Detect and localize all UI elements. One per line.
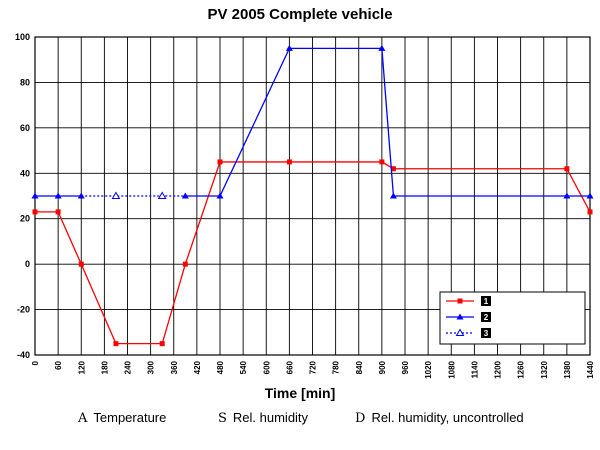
data-point [389, 192, 397, 199]
x-tick-label: 300 [147, 360, 156, 374]
data-point [54, 192, 62, 199]
data-point [111, 191, 121, 199]
x-tick-label: 60 [54, 360, 63, 369]
x-tick-label: 840 [355, 360, 364, 374]
footer-legend-text: Rel. humidity [232, 410, 309, 425]
legend-label: 3 [484, 329, 489, 338]
data-point [78, 261, 84, 267]
series-3 [181, 44, 594, 199]
x-tick-label: 240 [124, 360, 133, 374]
y-tick-label: 40 [20, 168, 30, 178]
x-tick-label: 120 [77, 360, 86, 374]
legend-key-box [481, 312, 491, 322]
data-point [32, 209, 38, 215]
footer-legend-item-temperature: A Temperature [78, 410, 166, 426]
series-2 [31, 192, 85, 199]
y-tick-label: -20 [17, 305, 30, 315]
footer-legend-item-rel-humidity: S Rel. humidity [218, 410, 308, 426]
legend-label: 2 [484, 313, 489, 322]
x-tick-labels: 0 60 120 180 240 300 360 420 480 540 600 660 720 780 8… [31, 360, 595, 378]
x-tick-label: 1080 [447, 360, 456, 378]
data-point [113, 341, 119, 347]
legend-label: 1 [484, 297, 489, 306]
data-point [159, 341, 165, 347]
x-tick-label: 1140 [470, 360, 479, 378]
legend-box: 1 2 3 [439, 291, 586, 345]
x-tick-label: 1440 [586, 360, 595, 378]
series-4 [81, 191, 186, 199]
y-tick-label: -40 [17, 350, 30, 360]
x-tick-label: 1020 [424, 360, 433, 378]
x-tick-label: 1260 [517, 360, 526, 378]
x-tick-label: 660 [285, 360, 294, 374]
footer-legend-text: Temperature [93, 410, 167, 425]
x-tick-label: 540 [239, 360, 248, 374]
y-tick-labels: -40 -20 0 20 40 60 80 100 [15, 32, 30, 360]
data-point [563, 192, 571, 199]
x-tick-label: 960 [401, 360, 410, 374]
legend-entry: 3 [446, 328, 491, 338]
x-axis-label: Time [min] [264, 385, 336, 401]
data-point [216, 192, 224, 199]
series-1 [32, 159, 593, 347]
chart-title: PV 2005 Complete vehicle [207, 6, 393, 23]
data-point [457, 298, 463, 304]
footer-legend-letter: A [78, 411, 88, 426]
x-tick-label: 1380 [563, 360, 572, 378]
data-point [285, 44, 293, 51]
data-point [456, 313, 464, 320]
x-tick-label: 0 [31, 360, 40, 365]
y-tick-label: 100 [15, 32, 30, 42]
legend-entry: 1 [446, 296, 491, 306]
x-tick-label: 480 [216, 360, 225, 374]
x-tick-label: 360 [170, 360, 179, 374]
data-point [182, 261, 188, 267]
data-point [390, 166, 396, 172]
footer-legend-text: Rel. humidity, uncontrolled [371, 410, 524, 425]
data-point [31, 192, 39, 199]
x-tick-label: 780 [332, 360, 341, 374]
data-point [217, 159, 223, 165]
data-point [587, 209, 593, 215]
x-tick-label: 1200 [494, 360, 503, 378]
footer-legend-item-rel-humidity-uncontrolled: D Rel. humidity, uncontrolled [355, 410, 524, 426]
x-tick-label: 1320 [540, 360, 549, 378]
data-point [378, 44, 386, 51]
footer-legend-letter: S [218, 411, 227, 426]
chart-plot: -40 -20 0 20 40 60 80 100 0 60 120 180 240 300 360 420… [15, 32, 595, 379]
data-point [586, 192, 594, 199]
y-tick-label: 80 [20, 77, 30, 87]
x-tick-label: 600 [262, 360, 271, 374]
legend-key-box [481, 328, 491, 338]
legend-key-box [481, 296, 491, 306]
x-tick-label: 900 [378, 360, 387, 374]
y-tick-label: 60 [20, 123, 30, 133]
data-point [379, 159, 385, 165]
data-point [55, 209, 61, 215]
x-tick-label: 180 [100, 360, 109, 374]
y-tick-label: 20 [20, 214, 30, 224]
data-point [455, 328, 465, 336]
y-tick-label: 0 [25, 259, 30, 269]
footer-legend-letter: D [355, 411, 366, 426]
x-tick-label: 420 [193, 360, 202, 374]
x-tick-label: 720 [309, 360, 318, 374]
series-layer [31, 44, 594, 347]
legend-entry: 2 [446, 312, 491, 322]
data-point [564, 166, 570, 172]
data-point [286, 159, 292, 165]
data-point [157, 191, 167, 199]
series-line [35, 161, 591, 345]
